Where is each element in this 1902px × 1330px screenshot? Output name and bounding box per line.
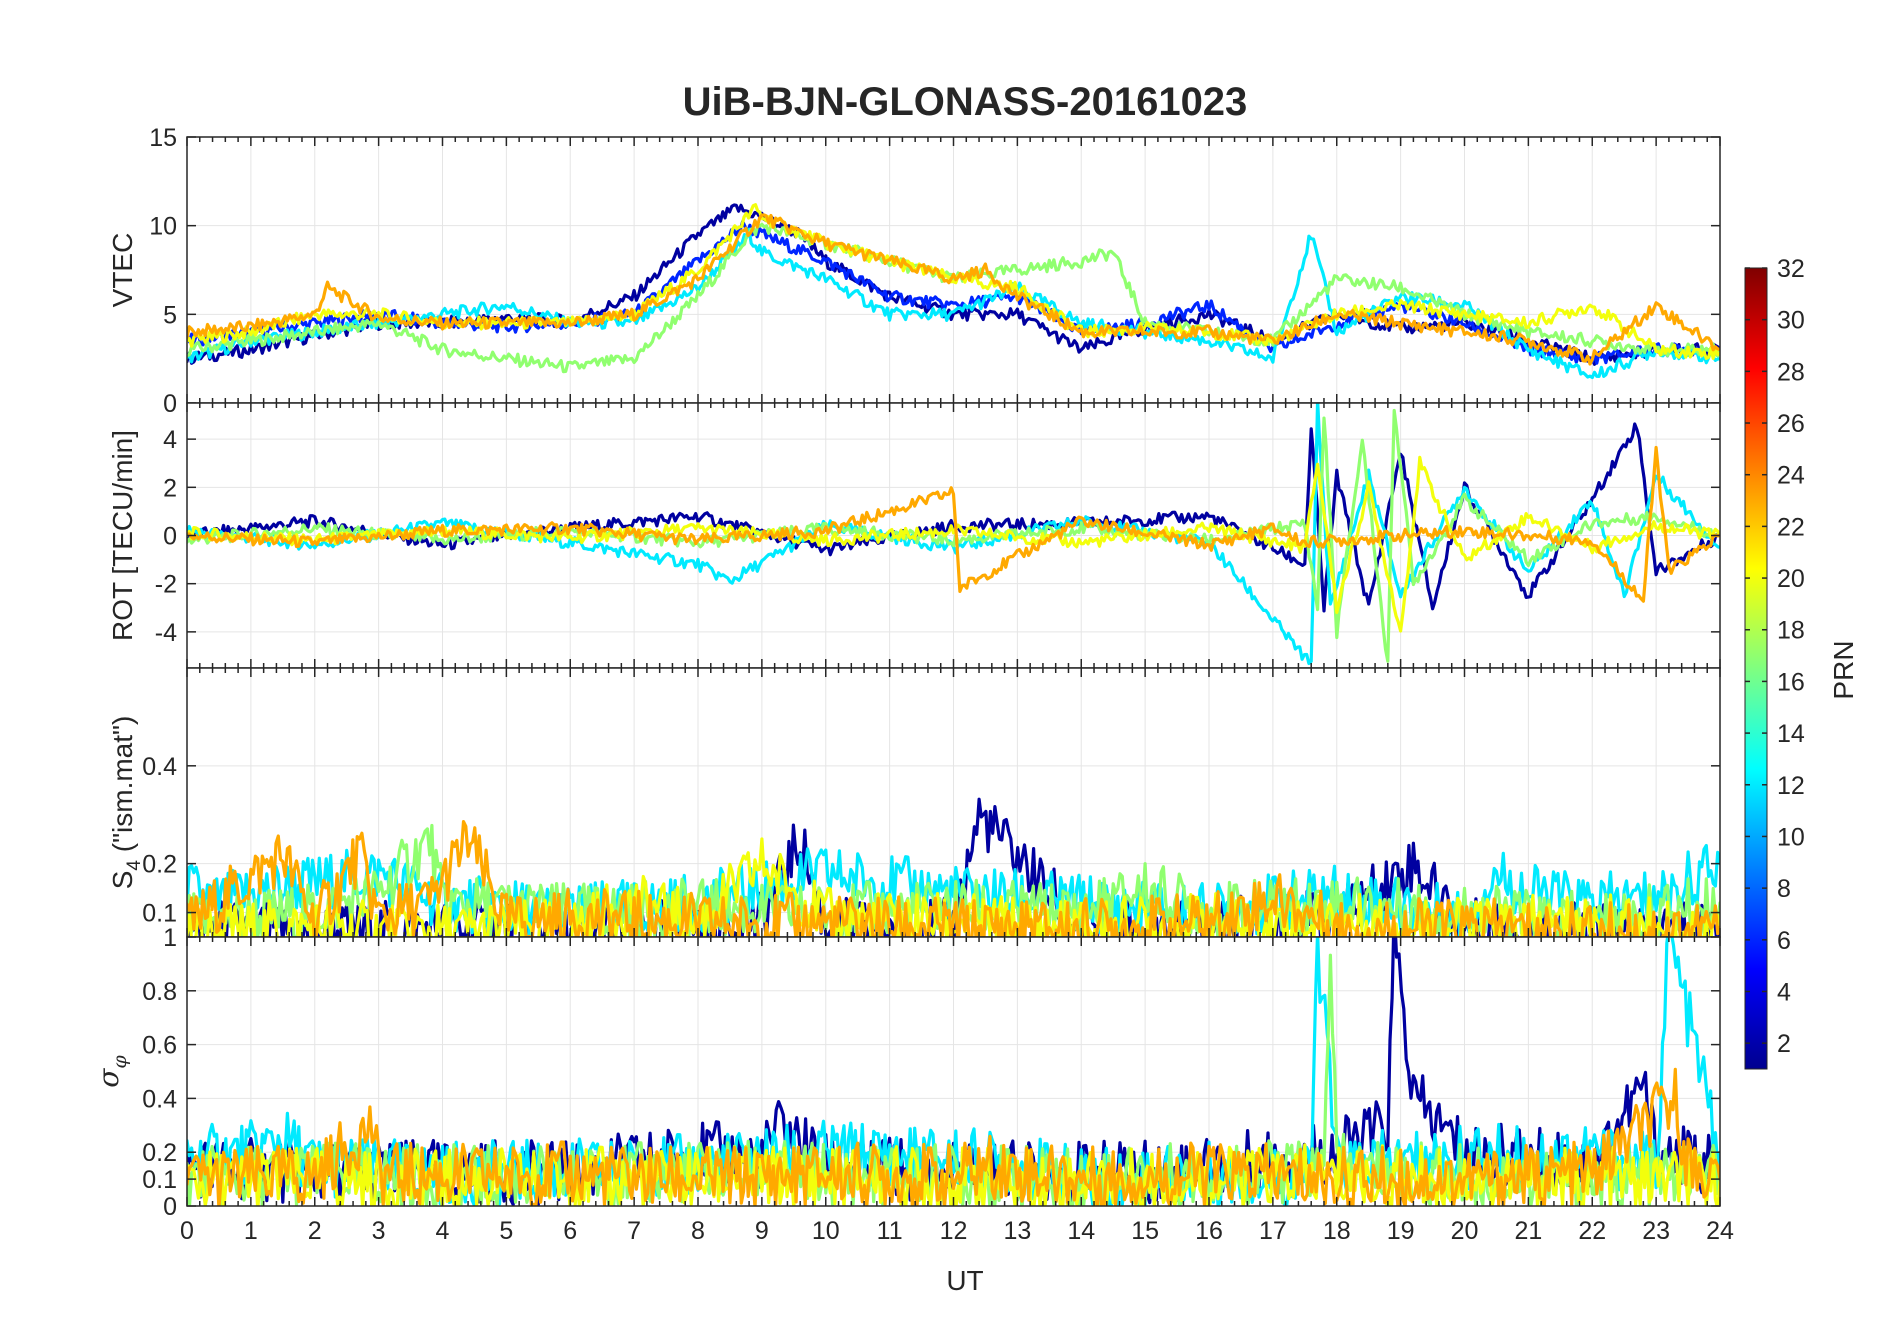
x-tick-label: 5 (499, 1217, 513, 1245)
x-tick-label: 4 (436, 1217, 450, 1245)
series-group (187, 403, 1720, 666)
x-axis-label: UT (946, 1265, 983, 1296)
panel-1: 0 5 10 15 VTEC (107, 124, 1721, 418)
x-tick-label: 0 (180, 1217, 194, 1245)
colorbar-tick-label: 30 (1777, 307, 1805, 335)
colorbar-tick-label: 8 (1777, 875, 1791, 903)
colorbar-tick-label: 28 (1777, 358, 1805, 386)
chart-title: UiB-BJN-GLONASS-20161023 (683, 80, 1248, 124)
colorbar-tick-label: 16 (1777, 668, 1805, 696)
y-axis-label: S4 ("ism.mat") (107, 716, 145, 890)
x-tick-label: 3 (372, 1217, 386, 1245)
series-prn-12-line (187, 227, 1720, 380)
x-tick-label: 13 (1003, 1217, 1031, 1245)
x-tick-label: 10 (812, 1217, 840, 1245)
series-prn-23-line (187, 1067, 1720, 1206)
colorbar-tick-label: 32 (1777, 255, 1805, 283)
series-group (187, 203, 1720, 380)
series-prn-17-line (187, 408, 1720, 663)
series-group (187, 797, 1720, 937)
colorbar-tick-label: 2 (1777, 1030, 1791, 1058)
y-tick-label: 0 (163, 390, 177, 418)
x-tick-label: 24 (1706, 1217, 1734, 1245)
colorbar-tick-label: 12 (1777, 772, 1805, 800)
series-prn-23-line (187, 820, 1720, 937)
series-prn-12-line (187, 403, 1720, 666)
y-tick-label: 10 (149, 213, 177, 241)
colorbar-tick-label: 14 (1777, 720, 1805, 748)
x-tick-label: 14 (1067, 1217, 1095, 1245)
x-tick-label: 11 (877, 1217, 903, 1245)
x-tick-label: 9 (755, 1217, 769, 1245)
y-tick-label: 0.1 (142, 1166, 177, 1194)
y-tick-label: 0.4 (142, 753, 177, 781)
y-axis-label: VTEC (107, 233, 138, 308)
y-axis-label: σφ (92, 1055, 131, 1088)
x-tick-label: 17 (1259, 1217, 1287, 1245)
x-tick-label: 22 (1578, 1217, 1606, 1245)
x-tick-label: 21 (1514, 1217, 1542, 1245)
y-tick-label: 15 (149, 124, 177, 152)
series-prn-23-line (187, 445, 1720, 603)
colorbar-gradient (1744, 267, 1768, 1070)
y-tick-label: 0.4 (142, 1085, 177, 1113)
y-tick-label: 0 (163, 1193, 177, 1221)
series-prn-23-line (187, 213, 1720, 366)
panel-2: -4 -2 0 2 4 ROT [TECU/min] (107, 402, 1721, 669)
y-tick-label: 0.2 (142, 1139, 177, 1167)
x-tick-label: 15 (1131, 1217, 1159, 1245)
colorbar-tick-label: 10 (1777, 823, 1805, 851)
y-axis-label: ROT [TECU/min] (107, 430, 138, 641)
colorbar-tick-label: 22 (1777, 513, 1805, 541)
y-tick-label: 0.8 (142, 978, 177, 1006)
y-tick-label: 0.6 (142, 1032, 177, 1060)
x-tick-label: 16 (1195, 1217, 1223, 1245)
y-tick-label: 0.1 (142, 900, 177, 928)
series-prn-20-line (187, 455, 1720, 633)
colorbar-tick-label: 18 (1777, 617, 1805, 645)
x-tick-label: 23 (1642, 1217, 1670, 1245)
y-tick-label: -4 (155, 619, 177, 647)
x-tick-label: 2 (308, 1217, 322, 1245)
colorbar-tick-label: 4 (1777, 978, 1791, 1006)
y-tick-label: 4 (163, 426, 177, 454)
colorbar-tick-label: 20 (1777, 565, 1805, 593)
y-tick-label: 2 (163, 474, 177, 502)
x-tick-label: 20 (1451, 1217, 1479, 1245)
x-tick-label: 8 (691, 1217, 705, 1245)
colorbar-tick-label: 26 (1777, 410, 1805, 438)
x-tick-label: 6 (563, 1217, 577, 1245)
x-tick-label: 12 (940, 1217, 968, 1245)
series-group (187, 937, 1720, 1206)
x-tick-label: 1 (244, 1217, 258, 1245)
y-tick-label: 0 (163, 523, 177, 551)
y-tick-label: 5 (163, 301, 177, 329)
x-tick-label: 18 (1323, 1217, 1351, 1245)
y-tick-label: 0.2 (142, 851, 177, 879)
panel-3: 0.1 0.2 0.4S4 ("ism.mat") (107, 667, 1721, 938)
x-tick-label: 19 (1387, 1217, 1415, 1245)
colorbar-tick-label: 24 (1777, 462, 1805, 490)
y-tick-label: -2 (155, 571, 177, 599)
y-tick-label: 1 (163, 924, 177, 952)
x-tick-label: 7 (627, 1217, 641, 1245)
colorbar-tick-label: 6 (1777, 927, 1791, 955)
colorbar-label: PRN (1828, 640, 1859, 699)
